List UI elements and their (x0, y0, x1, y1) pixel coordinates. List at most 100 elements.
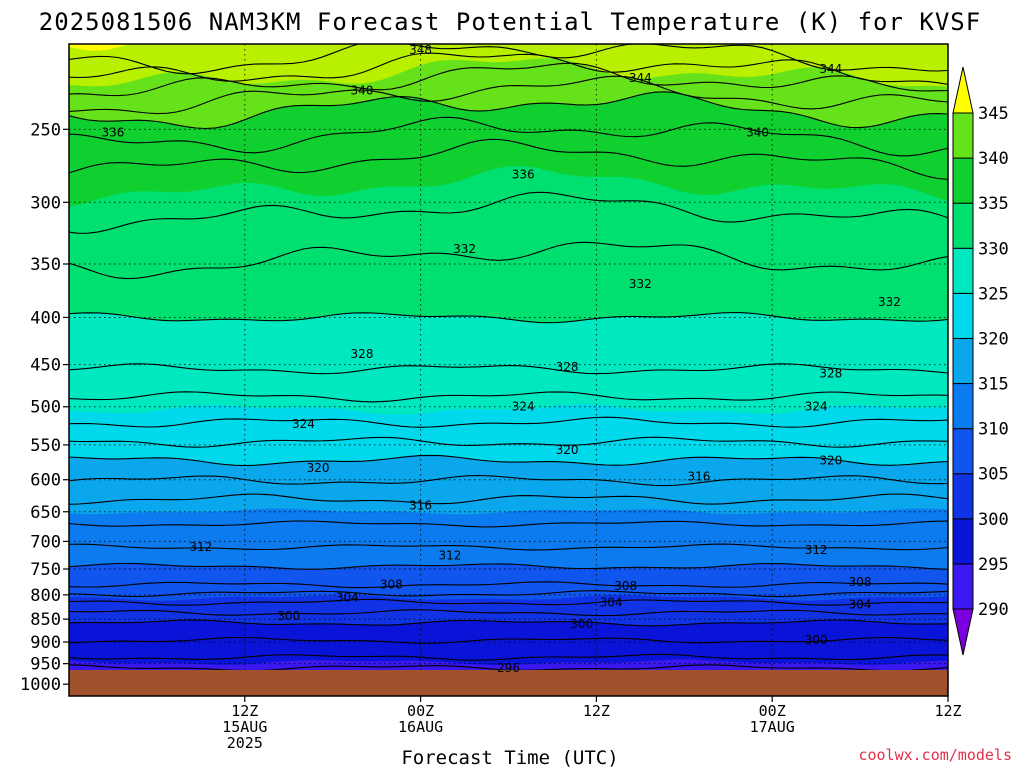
isentrope-310 (69, 562, 948, 570)
contour-label: 320 (307, 461, 330, 475)
contour-label: 332 (878, 295, 901, 309)
band-310 (69, 508, 948, 570)
colorbar-swatch-290 (952, 563, 974, 610)
contour-label: 320 (819, 454, 842, 468)
isentrope-316 (69, 493, 948, 505)
colorbar-swatch-315 (952, 337, 974, 385)
contour-label-group: 304 (336, 590, 359, 604)
colorbar-swatch-310 (952, 383, 974, 430)
chart-title: 2025081506 NAM3KM Forecast Potential Tem… (39, 8, 981, 36)
isentrope-340 (69, 91, 948, 130)
plot-area: 348 340 344 344 336 340 336 332 332 332 328 328 328 3… (68, 43, 949, 697)
contour-label: 300 (570, 617, 593, 631)
contour-label-group: 332 (629, 277, 652, 291)
contour-label-group: 344 (819, 62, 842, 76)
contour-label: 344 (629, 71, 652, 85)
y-tick-label: 650 (30, 503, 61, 523)
colorbar-swatch-320 (952, 292, 974, 339)
isentrope-326 (69, 391, 948, 403)
isentrope-330 (69, 311, 948, 324)
contour-label: 308 (849, 575, 872, 589)
colorbar-tick-label: 325 (978, 284, 1009, 304)
credit-text: coolwx.com/models (858, 746, 1012, 764)
contour-label: 328 (819, 366, 842, 380)
isentrope-308 (69, 581, 948, 589)
contour-label: 316 (409, 499, 432, 513)
contour-label: 348 (409, 43, 432, 57)
isentrope-324 (69, 416, 948, 428)
contour-label-group: 320 (307, 461, 330, 475)
contour-label: 324 (805, 400, 828, 414)
colorbar-tick-label: 340 (978, 149, 1009, 169)
contour-label: 328 (556, 360, 579, 374)
y-tick-label: 500 (30, 398, 61, 418)
contour-label: 312 (438, 548, 461, 562)
contour-label-group: 312 (189, 540, 212, 554)
colorbar-tick-label: 345 (978, 104, 1009, 124)
contour-label-group: 328 (819, 366, 842, 380)
colorbar-tick-label: 300 (978, 510, 1009, 530)
x-tick-label: 12Z (583, 702, 610, 720)
band-315 (69, 455, 948, 515)
colorbar-swatch-340 (952, 112, 974, 159)
contour-label-group: 304 (849, 598, 872, 612)
colorbar-tick-label: 310 (978, 420, 1009, 440)
x-tick-label: 00Z (759, 702, 786, 720)
y-tick-label: 800 (30, 586, 61, 606)
contour-label: 296 (497, 661, 520, 675)
isentrope-304 (69, 598, 948, 606)
isentrope-348 (69, 44, 948, 75)
contour-label-group: 324 (292, 417, 315, 431)
colorbar-swatch-305 (952, 428, 974, 475)
isentrope-336 (69, 138, 948, 180)
contour-label-group: 296 (497, 661, 520, 675)
contour-label-group: 300 (570, 617, 593, 631)
x-tick-label: 17AUG (750, 718, 795, 736)
contour-label: 304 (600, 595, 623, 609)
isentrope-334 (69, 191, 948, 234)
colorbar: 290 295 300 305 310 315 320 325 330 335 340 345 (952, 66, 1009, 656)
x-tick-label: 00Z (407, 702, 434, 720)
contour-label-group: 300 (805, 633, 828, 647)
contour-label-group: 328 (556, 360, 579, 374)
band-320 (69, 404, 948, 466)
isentrope-346 (69, 52, 948, 85)
colorbar-swatch-335 (952, 157, 974, 204)
isentrope-342 (69, 75, 948, 115)
isentrope-320 (69, 454, 948, 467)
contour-label-group: 316 (409, 499, 432, 513)
isentrope-314 (69, 520, 948, 528)
contour-label-group: 348 (409, 43, 432, 57)
colorbar-bottom-arrow (952, 608, 974, 656)
y-tick-label: 750 (30, 560, 61, 580)
contour-label-group: 312 (438, 548, 461, 562)
isentrope-322 (69, 436, 948, 448)
contour-label: 336 (512, 168, 535, 182)
contour-label-group: 324 (512, 400, 535, 414)
contour-label-group: 328 (351, 347, 374, 361)
y-tick-label: 400 (30, 308, 61, 328)
contour-label: 332 (629, 277, 652, 291)
contour-label-group: 320 (819, 454, 842, 468)
y-tick-label: 950 (30, 655, 61, 675)
contour-label: 344 (819, 62, 842, 76)
contour-label-group: 320 (556, 443, 579, 457)
contour-label-group: 336 (101, 126, 124, 140)
colorbar-tick-label: 330 (978, 239, 1009, 259)
terrain-ground (69, 670, 948, 696)
y-tick-label: 450 (30, 356, 61, 376)
contour-label: 320 (556, 443, 579, 457)
isentrope-338 (69, 116, 948, 157)
x-axis-label: Forecast Time (UTC) (401, 747, 618, 768)
x-tick-label: 2025 (227, 734, 263, 752)
contour-label: 316 (687, 469, 710, 483)
y-tick-label: 1000 (20, 675, 61, 695)
colorbar-swatch-295 (952, 518, 974, 565)
y-tick-label: 300 (30, 193, 61, 213)
isentrope-332 (69, 241, 948, 280)
isentrope-318 (69, 474, 948, 487)
contour-label-group: 308 (380, 578, 403, 592)
isentrope-302 (69, 609, 948, 617)
y-tick-label: 850 (30, 610, 61, 630)
